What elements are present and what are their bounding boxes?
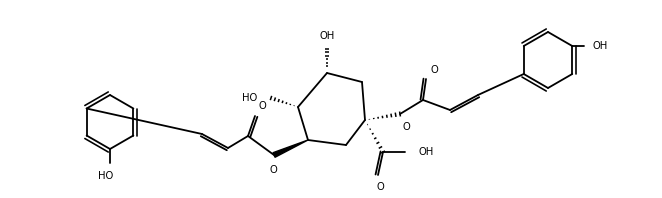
Text: HO: HO bbox=[242, 93, 257, 103]
Text: OH: OH bbox=[419, 147, 434, 157]
Text: O: O bbox=[431, 65, 439, 75]
Text: HO: HO bbox=[99, 171, 114, 181]
Text: O: O bbox=[403, 122, 410, 132]
Polygon shape bbox=[273, 140, 308, 157]
Text: OH: OH bbox=[592, 41, 608, 51]
Text: O: O bbox=[269, 165, 277, 175]
Text: O: O bbox=[259, 101, 267, 111]
Text: O: O bbox=[376, 182, 384, 192]
Text: OH: OH bbox=[319, 31, 334, 41]
